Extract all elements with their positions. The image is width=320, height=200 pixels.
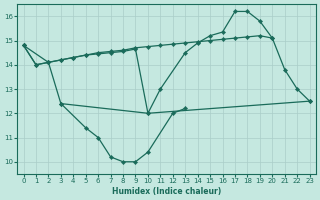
X-axis label: Humidex (Indice chaleur): Humidex (Indice chaleur)	[112, 187, 221, 196]
